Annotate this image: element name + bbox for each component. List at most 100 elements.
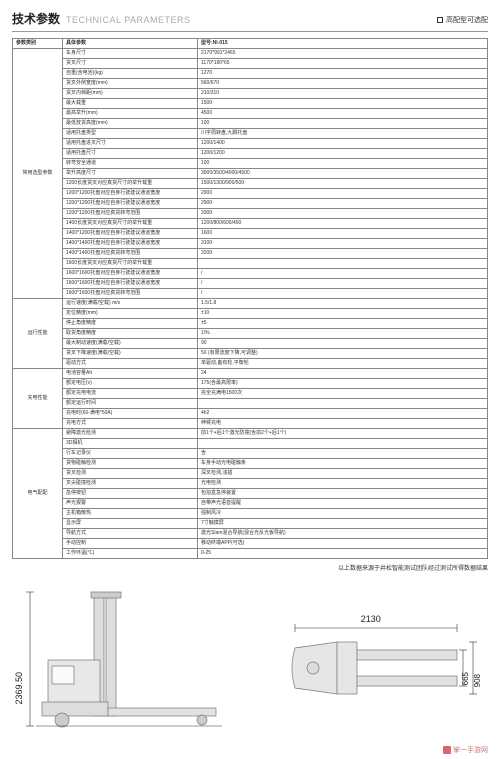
table-row: 充电性能电池容量Ah24: [13, 369, 488, 379]
value-cell: ±10: [198, 309, 488, 319]
param-cell: 行车记录仪: [63, 449, 198, 459]
value-cell: /: [198, 269, 488, 279]
table-row: 叉尖碰撞检测光电检测: [13, 479, 488, 489]
col-category: 参数类别: [13, 39, 63, 49]
param-cell: 货叉内档距(mm): [63, 89, 198, 99]
table-row: 最大制动速度(满载/空载)90: [13, 339, 488, 349]
table-row: 最大载重1500: [13, 99, 488, 109]
value-cell: 车身手动光电碰触条: [198, 459, 488, 469]
value-cell: 3000/3500/4000/4500: [198, 169, 488, 179]
value-cell: 1200/800/600/450: [198, 219, 488, 229]
value-cell: 含: [198, 449, 488, 459]
param-cell: 取货角度精度: [63, 329, 198, 339]
param-cell: 货物碰触检测: [63, 459, 198, 469]
param-cell: 最高举升(mm): [63, 109, 198, 119]
param-cell: 1600*1600托盘对应真货转弯范围: [63, 289, 198, 299]
param-cell: 适用托盘尺寸: [63, 149, 198, 159]
value-cell: [198, 259, 488, 269]
title-en: TECHNICAL PARAMETERS: [66, 15, 191, 25]
value-cell: 1/%: [198, 329, 488, 339]
table-row: 额定电压(v)175(含最高限率): [13, 379, 488, 389]
param-cell: 额定充电电流: [63, 389, 198, 399]
value-cell: 4500: [198, 109, 488, 119]
value-cell: 3300: [198, 209, 488, 219]
forklift-top-svg: [277, 588, 477, 733]
param-cell: 声光报警: [63, 499, 198, 509]
table-row: 驱动方式单驱动,备有轮,平衡轮: [13, 359, 488, 369]
footer-right: 掌一手游网: [453, 745, 488, 755]
value-cell: 1.5/1.8: [198, 299, 488, 309]
table-row: 声光报警自带声光语音提醒: [13, 499, 488, 509]
badge-square-icon: [437, 17, 443, 23]
value-cell: 24: [198, 369, 488, 379]
table-row: 工作环温(℃)0-25: [13, 549, 488, 559]
table-row: 货叉下降速度(满载/空载)50 (有限流度下降,可调整): [13, 349, 488, 359]
param-cell: 充电时(60-满电*50A): [63, 409, 198, 419]
value-cell: 1500: [198, 99, 488, 109]
param-cell: 工作环温(℃): [63, 549, 198, 559]
value-cell: 完全充满电1500次: [198, 389, 488, 399]
table-row: 1200长度货叉对应真货尺寸的举升载重1500/1300/900/500: [13, 179, 488, 189]
category-cell: 常用选型参数: [13, 49, 63, 299]
value-cell: 1270: [198, 69, 488, 79]
param-cell: 1200*1200托盘对应真货转弯范围: [63, 209, 198, 219]
param-cell: 1400*1400托盘对应自身行驶建议通道宽度: [63, 239, 198, 249]
param-cell: 导航方式: [63, 529, 198, 539]
spec-table: 参数类别 具体参数 型号:NI-015 常用选型参数车身尺寸2170*991*2…: [12, 38, 488, 559]
value-cell: 100: [198, 119, 488, 129]
table-row: 适用托盘进叉尺寸1200/1400: [13, 139, 488, 149]
value-cell: 移动终端APP(可选): [198, 539, 488, 549]
col-value: 型号:NI-015: [198, 39, 488, 49]
value-cell: 1600: [198, 229, 488, 239]
param-cell: 主机箱散热: [63, 509, 198, 519]
param-cell: 1600*1600托盘对应自身行驶建议通道宽度: [63, 269, 198, 279]
param-cell: 定位精度(mm): [63, 309, 198, 319]
diagram-top-view: 2130 665 908: [277, 588, 484, 735]
col-param: 具体参数: [63, 39, 198, 49]
table-row: 额定运行时间: [13, 399, 488, 409]
param-cell: 最大制动速度(满载/空载): [63, 339, 198, 349]
param-cell: 1600长度货叉对应真货尺寸的举升载重: [63, 259, 198, 269]
table-row: 额定充电电流完全充满电1500次: [13, 389, 488, 399]
table-row: 1200*1200托盘对应真货转弯范围3300: [13, 209, 488, 219]
value-cell: 175(含最高限率): [198, 379, 488, 389]
table-row: 停止角度精度±5: [13, 319, 488, 329]
table-row: 举升高度尺寸3000/3500/4000/4500: [13, 169, 488, 179]
param-cell: 货叉外侧宽度(mm): [63, 79, 198, 89]
forklift-side-svg: [16, 588, 226, 733]
table-row: 显示屏7寸触摸屏: [13, 519, 488, 529]
table-row: 充电时(60-满电*50A)4h2: [13, 409, 488, 419]
param-cell: 额定电压(v): [63, 379, 198, 389]
table-row: 定位精度(mm)±10: [13, 309, 488, 319]
table-row: 充电方式伸臂充电: [13, 419, 488, 429]
table-row: 最低放货高度(mm)100: [13, 119, 488, 129]
param-cell: 适用托盘进叉尺寸: [63, 139, 198, 149]
value-cell: [198, 399, 488, 409]
table-row: 货叉内档距(mm)210/310: [13, 89, 488, 99]
value-cell: 2900: [198, 199, 488, 209]
header: 技术参数 TECHNICAL PARAMETERS 高配型可选配: [12, 10, 488, 27]
param-cell: 转弯安全通道: [63, 159, 198, 169]
param-cell: 1400*1400托盘对应真货转弯范围: [63, 249, 198, 259]
param-cell: 手动控制: [63, 539, 198, 549]
logo-icon: [443, 746, 451, 754]
table-row: 1200*1200托盘对应自身行驶建议通道宽度2900: [13, 199, 488, 209]
table-row: 运行性能运行速度(满载/空载) m/s1.5/1.8: [13, 299, 488, 309]
param-cell: 最低放货高度(mm): [63, 119, 198, 129]
diagram-area: 2369.50: [12, 582, 488, 737]
table-row: 3D相机: [13, 439, 488, 449]
param-cell: 避障激光检测: [63, 429, 198, 439]
table-row: 1600*1600托盘对应自身行驶建议通道宽度/: [13, 279, 488, 289]
value-cell: 强制风冷: [198, 509, 488, 519]
table-row: 手动控制移动终端APP(可选): [13, 539, 488, 549]
param-cell: 显示屏: [63, 519, 198, 529]
table-row: 急停按钮包拍盒急停装置: [13, 489, 488, 499]
badge-text: 高配型可选配: [446, 15, 488, 25]
table-row: 适用托盘尺寸1200/1200: [13, 149, 488, 159]
param-cell: 货叉尺寸: [63, 59, 198, 69]
category-cell: 充电性能: [13, 369, 63, 429]
table-row: 货物碰触检测车身手动光电碰触条: [13, 459, 488, 469]
value-cell: 光电检测: [198, 479, 488, 489]
param-cell: 1400*1200托盘对应自身行驶建议通道宽度: [63, 229, 198, 239]
value-cell: 1170*190*65: [198, 59, 488, 69]
